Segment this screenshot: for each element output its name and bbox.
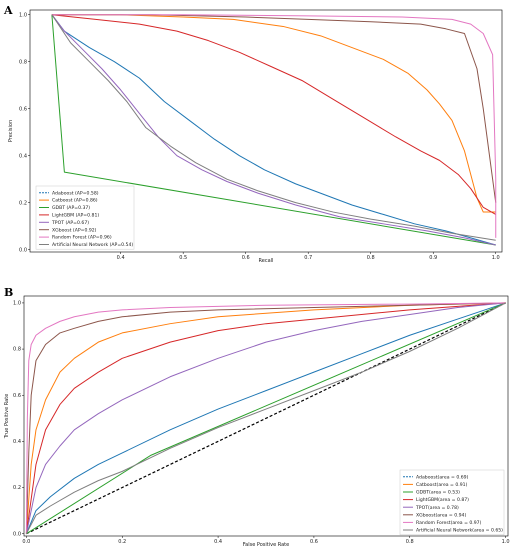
a-series-line-8 xyxy=(51,14,496,241)
x-axis-label-b: False Positive Rate xyxy=(243,542,289,548)
b-legend-entry: GDBT(area = 0.53) xyxy=(416,490,460,496)
a-legend-entry: XGboost (AP=0.92) xyxy=(52,227,97,233)
a-series-line-5 xyxy=(51,14,496,246)
b-legend-entry: Random Forest(area = 0.97) xyxy=(416,520,482,526)
b-series-line-8 xyxy=(25,302,506,534)
a-legend-box xyxy=(35,185,135,250)
roc-chart: 0.0 0.2 0.4 0.6 0.8 1.0 0.0 0.2 0.4 0.6 0.8 1.0 Fal… xyxy=(4,295,510,548)
a-x-tick-label: 0.5 xyxy=(179,255,187,261)
b-series-line-5 xyxy=(25,302,506,534)
b-diagonal-line xyxy=(26,302,506,535)
legend-a: Adaboost (AP=0.58) Catboost (AP=0.86)GDBT… xyxy=(35,185,135,250)
b-y-tick-label: 0.0 xyxy=(13,531,21,537)
b-series-line-4 xyxy=(25,302,506,534)
b-legend-entry: TPOT(area = 0.78) xyxy=(415,505,459,511)
panel-b-label: B xyxy=(4,286,13,299)
x-axis-label-a: Recall xyxy=(259,258,274,264)
b-series-line-3 xyxy=(26,302,506,535)
b-legend-entry: Catboost(area = 0.91) xyxy=(416,482,468,488)
a-x-tick-label: 0.4 xyxy=(117,255,125,261)
a-legend-entry: TPOT (AP=0.67) xyxy=(51,220,89,226)
a-y-tick-label: 0.8 xyxy=(19,59,27,65)
a-y-tick-label: 0.4 xyxy=(19,153,27,159)
legend-b: Adaboost(area = 0.69) Catboost(area = 0.9… xyxy=(399,469,505,536)
b-y-tick-label: 1.0 xyxy=(13,301,21,307)
b-x-tick-label: 0.6 xyxy=(310,539,318,545)
b-series-line-7 xyxy=(25,302,506,534)
a-legend-entry: GDBT (AP=0.37) xyxy=(52,205,90,211)
a-x-tick-label: 0.7 xyxy=(304,255,312,261)
precision-recall-chart: 0.4 0.5 0.6 0.7 0.8 0.9 1.00.00.20.40.60.81.0 … xyxy=(8,9,503,264)
a-series-line-1 xyxy=(51,14,496,246)
b-x-tick-label: 0.0 xyxy=(22,539,30,545)
b-y-tick-label: 0.6 xyxy=(13,393,21,399)
b-y-tick-label: 0.8 xyxy=(13,347,21,353)
b-series-line-6 xyxy=(25,302,506,534)
a-y-tick-label: 1.0 xyxy=(19,12,27,18)
a-legend-entry: Artificial Neural Network (AP=0.54) xyxy=(52,242,133,248)
b-legend-entry: LightGBM(area = 0.87) xyxy=(416,497,469,503)
series-lines-a xyxy=(51,14,497,246)
a-legend-entry: Adaboost (AP=0.58) xyxy=(52,190,99,196)
axis-ticks-a: 0.4 0.5 0.6 0.7 0.8 0.9 1.0 0.0 0.2 0.4 0.6 0.8 1.0 xyxy=(19,12,500,261)
b-x-tick-label: 0.4 xyxy=(214,539,222,545)
a-series-line-2 xyxy=(51,14,496,213)
a-series-line-4 xyxy=(51,14,496,215)
b-legend-entry: Artificial Neural Network(area = 0.65) xyxy=(416,528,503,534)
b-y-tick-label: 0.4 xyxy=(13,439,21,445)
a-x-tick-label: 1.0 xyxy=(492,255,500,261)
y-axis-label-a: Precision xyxy=(8,120,14,142)
b-x-tick-label: 1.0 xyxy=(502,539,510,545)
b-legend-entry: XGboost(area = 0.94) xyxy=(416,512,466,518)
a-legend-entry: Random Forest (AP=0.96) xyxy=(52,235,112,241)
b-series-line-1 xyxy=(25,302,506,534)
b-x-tick-label: 0.8 xyxy=(406,539,414,545)
b-y-tick-label: 0.2 xyxy=(13,485,21,491)
a-x-tick-label: 0.9 xyxy=(429,255,437,261)
axis-ticks-b: 0.0 0.2 0.4 0.6 0.8 1.0 0.0 0.2 0.4 0.6 0.8 1.0 xyxy=(13,301,510,545)
a-y-tick-label: 0.2 xyxy=(19,200,27,206)
a-y-tick-label: 0.6 xyxy=(19,106,27,112)
a-series-line-7 xyxy=(51,14,497,238)
panel-a-label: A xyxy=(3,4,13,17)
a-legend-entry: LightGBM (AP=0.81) xyxy=(52,213,99,219)
series-lines-b xyxy=(25,302,506,535)
a-x-tick-label: 0.6 xyxy=(242,255,250,261)
b-x-tick-label: 0.2 xyxy=(118,539,126,545)
a-x-tick-label: 0.8 xyxy=(367,255,375,261)
b-legend-entry: Adaboost(area = 0.69) xyxy=(416,474,469,480)
a-series-line-3 xyxy=(51,14,496,246)
b-series-line-2 xyxy=(25,302,506,534)
y-axis-label-b: True Positive Rate xyxy=(4,394,10,440)
b-legend-box xyxy=(399,469,505,536)
a-series-line-6 xyxy=(51,14,497,203)
a-y-tick-label: 0.0 xyxy=(19,247,27,253)
a-legend-entry: Catboost (AP=0.86) xyxy=(52,198,98,204)
